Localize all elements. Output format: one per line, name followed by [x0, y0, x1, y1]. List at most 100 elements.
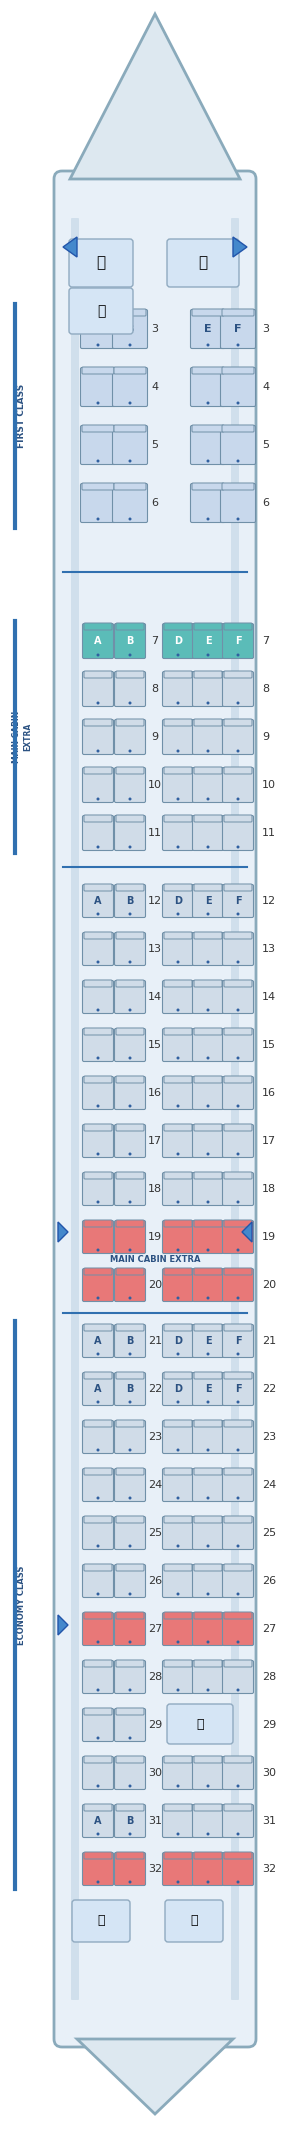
FancyBboxPatch shape: [82, 623, 113, 658]
Circle shape: [236, 1057, 239, 1059]
Text: 3: 3: [152, 324, 158, 333]
Text: F: F: [234, 324, 242, 333]
Circle shape: [128, 961, 131, 963]
Circle shape: [128, 750, 131, 752]
FancyBboxPatch shape: [82, 767, 113, 802]
FancyBboxPatch shape: [112, 367, 148, 406]
Circle shape: [236, 653, 239, 655]
FancyBboxPatch shape: [116, 623, 144, 630]
FancyBboxPatch shape: [223, 1756, 254, 1790]
FancyBboxPatch shape: [163, 1268, 194, 1302]
Circle shape: [176, 797, 179, 799]
Circle shape: [236, 913, 239, 915]
Circle shape: [176, 1249, 179, 1251]
Text: E: E: [205, 1384, 211, 1395]
FancyBboxPatch shape: [224, 1077, 252, 1083]
Text: MAIN CABIN EXTRA: MAIN CABIN EXTRA: [110, 1255, 200, 1264]
Circle shape: [176, 1352, 179, 1356]
FancyBboxPatch shape: [194, 1420, 222, 1427]
Circle shape: [176, 1201, 179, 1203]
FancyBboxPatch shape: [222, 426, 254, 432]
Circle shape: [236, 344, 239, 346]
Circle shape: [97, 1352, 100, 1356]
Text: 11: 11: [148, 827, 162, 838]
FancyBboxPatch shape: [116, 1564, 144, 1571]
Text: 30: 30: [148, 1769, 162, 1777]
FancyBboxPatch shape: [115, 1852, 146, 1885]
FancyBboxPatch shape: [193, 767, 224, 802]
FancyBboxPatch shape: [224, 883, 252, 892]
Text: 24: 24: [148, 1481, 162, 1489]
Circle shape: [128, 402, 131, 404]
FancyBboxPatch shape: [82, 814, 113, 851]
Text: E: E: [204, 324, 212, 333]
FancyBboxPatch shape: [116, 720, 144, 726]
FancyBboxPatch shape: [224, 1420, 252, 1427]
Text: 6: 6: [262, 499, 269, 507]
FancyBboxPatch shape: [223, 885, 254, 918]
FancyBboxPatch shape: [82, 1324, 113, 1358]
FancyBboxPatch shape: [80, 484, 116, 522]
FancyBboxPatch shape: [163, 1124, 194, 1158]
Circle shape: [176, 845, 179, 849]
FancyBboxPatch shape: [164, 1027, 192, 1036]
FancyBboxPatch shape: [223, 720, 254, 754]
FancyBboxPatch shape: [82, 484, 114, 490]
FancyBboxPatch shape: [116, 767, 144, 774]
Circle shape: [206, 750, 209, 752]
Circle shape: [206, 402, 209, 404]
FancyBboxPatch shape: [112, 309, 148, 348]
Text: 10: 10: [262, 780, 276, 791]
FancyBboxPatch shape: [82, 1468, 113, 1502]
Text: 12: 12: [262, 896, 276, 907]
Circle shape: [206, 1448, 209, 1451]
Text: 3: 3: [262, 324, 269, 333]
FancyBboxPatch shape: [224, 767, 252, 774]
FancyBboxPatch shape: [194, 1077, 222, 1083]
Circle shape: [206, 1496, 209, 1500]
Circle shape: [236, 797, 239, 799]
FancyBboxPatch shape: [165, 1900, 223, 1943]
Circle shape: [206, 1352, 209, 1356]
FancyBboxPatch shape: [164, 1468, 192, 1474]
Text: 30: 30: [262, 1769, 276, 1777]
Circle shape: [176, 1152, 179, 1156]
FancyBboxPatch shape: [84, 933, 112, 939]
Circle shape: [176, 653, 179, 655]
FancyBboxPatch shape: [114, 367, 146, 374]
FancyBboxPatch shape: [84, 980, 112, 986]
FancyBboxPatch shape: [82, 885, 113, 918]
FancyBboxPatch shape: [220, 426, 256, 464]
Circle shape: [97, 1689, 100, 1691]
FancyBboxPatch shape: [164, 1268, 192, 1274]
FancyBboxPatch shape: [224, 1171, 252, 1180]
Circle shape: [128, 1448, 131, 1451]
Text: F: F: [235, 1337, 241, 1345]
FancyBboxPatch shape: [194, 720, 222, 726]
FancyBboxPatch shape: [84, 883, 112, 892]
FancyBboxPatch shape: [193, 1517, 224, 1549]
Circle shape: [236, 1448, 239, 1451]
Circle shape: [128, 797, 131, 799]
Text: 21: 21: [262, 1337, 276, 1345]
Text: 5: 5: [152, 441, 158, 449]
FancyBboxPatch shape: [193, 933, 224, 965]
FancyBboxPatch shape: [224, 670, 252, 677]
FancyBboxPatch shape: [164, 670, 192, 677]
Text: 22: 22: [148, 1384, 162, 1395]
Text: D: D: [174, 636, 182, 647]
Text: 16: 16: [262, 1087, 276, 1098]
Polygon shape: [58, 1223, 68, 1242]
FancyBboxPatch shape: [115, 1661, 146, 1693]
Circle shape: [128, 701, 131, 705]
FancyBboxPatch shape: [82, 1852, 113, 1885]
FancyBboxPatch shape: [164, 1420, 192, 1427]
FancyBboxPatch shape: [163, 933, 194, 965]
FancyBboxPatch shape: [223, 933, 254, 965]
FancyBboxPatch shape: [194, 623, 222, 630]
Text: F: F: [235, 1384, 241, 1395]
FancyBboxPatch shape: [115, 885, 146, 918]
Text: B: B: [126, 1337, 134, 1345]
FancyBboxPatch shape: [163, 670, 194, 707]
Text: 9: 9: [152, 733, 159, 741]
